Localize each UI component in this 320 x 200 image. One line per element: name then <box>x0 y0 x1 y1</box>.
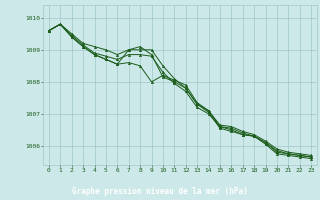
Text: Graphe pression niveau de la mer (hPa): Graphe pression niveau de la mer (hPa) <box>72 186 248 196</box>
